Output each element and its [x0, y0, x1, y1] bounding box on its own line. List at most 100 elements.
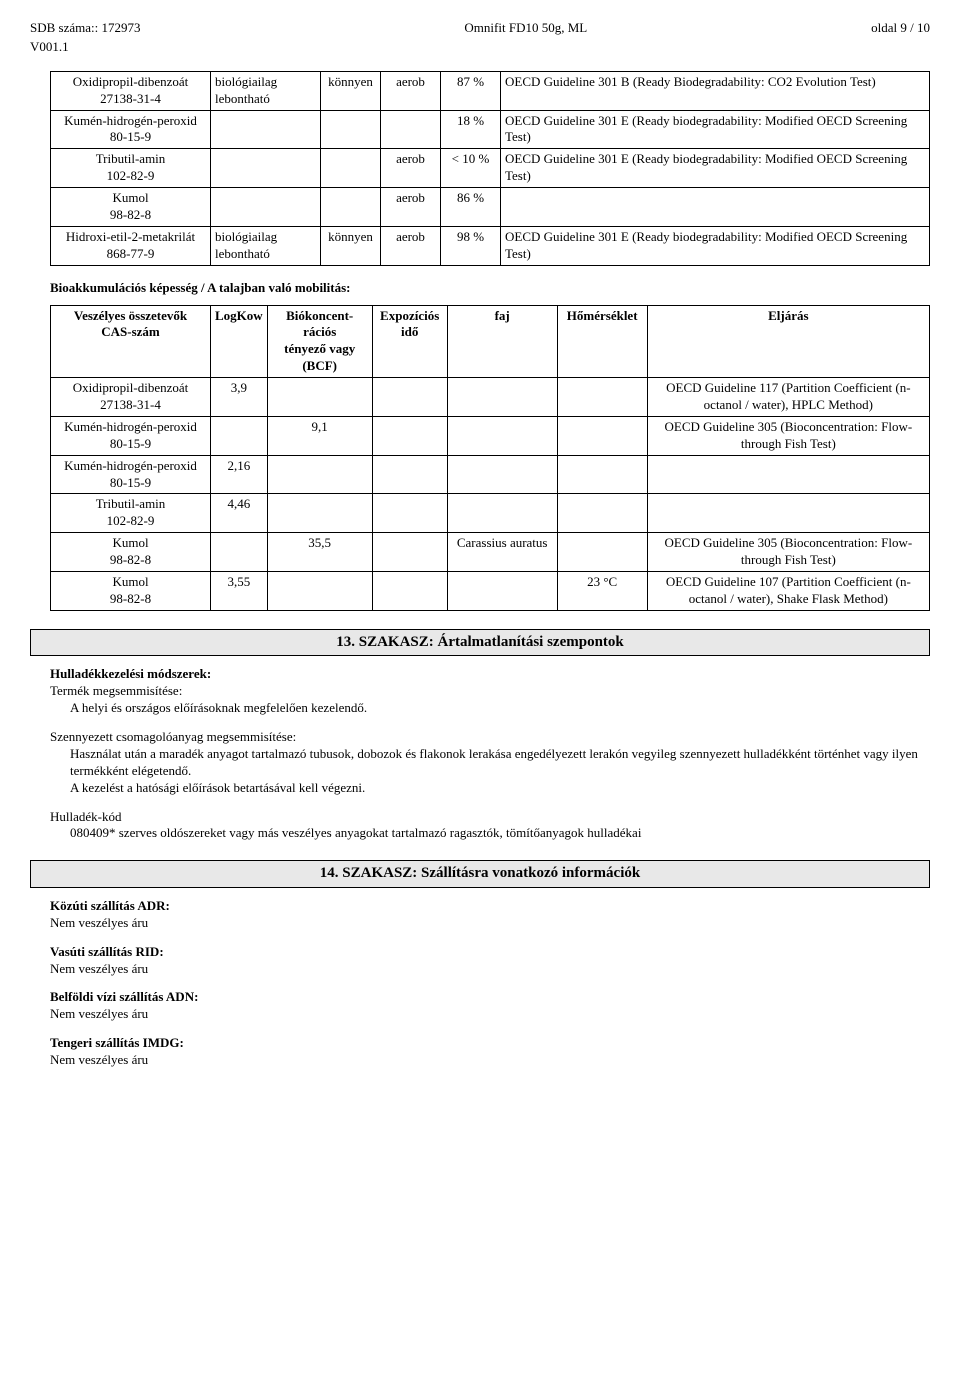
degradation-table: Oxidipropil-dibenzoát 27138-31-4 biológia… [50, 71, 930, 266]
bioaccum-table: Veszélyes összetevőkCAS-szám LogKow Biók… [50, 305, 930, 611]
cell: 102-82-9 [107, 168, 155, 183]
cell: OECD Guideline 117 (Partition Coefficien… [647, 378, 929, 417]
pack-dest-text2: A kezelést a hatósági előírások betartás… [70, 780, 930, 797]
cell: Kumol [112, 190, 148, 205]
col-header: tényező vagy [284, 341, 355, 356]
cell: OECD Guideline 301 E (Ready biodegradabi… [501, 149, 930, 188]
cell: 80-15-9 [110, 436, 151, 451]
cell: aerob [381, 149, 441, 188]
col-header: Eljárás [647, 305, 929, 378]
cell: 27138-31-4 [100, 91, 161, 106]
pack-dest-label: Szennyezett csomagolóanyag megsemmisítés… [50, 729, 930, 746]
cell: 23 °C [557, 572, 647, 611]
imdg-block: Tengeri szállítás IMDG: Nem veszélyes ár… [50, 1035, 930, 1069]
cell: Carassius auratus [447, 533, 557, 572]
waste-code-text: 080409* szerves oldószereket vagy más ve… [70, 825, 930, 842]
cell: OECD Guideline 107 (Partition Coefficien… [647, 572, 929, 611]
cell: Tributil-amin [96, 496, 166, 511]
cell: 4,46 [211, 494, 268, 533]
cell: biológiailag [215, 229, 277, 244]
waste-methods-label: Hulladékkezelési módszerek: [50, 666, 930, 683]
cell: 98-82-8 [110, 207, 151, 222]
table-row: Kumol 98-82-8 35,5 Carassius auratus OECD… [51, 533, 930, 572]
table-row: Oxidipropil-dibenzoát 27138-31-4 biológia… [51, 71, 930, 110]
table-row: Kumén-hidrogén-peroxid80-15-9 18 % OECD … [51, 110, 930, 149]
version: V001.1 [30, 39, 930, 56]
cell: 868-77-9 [107, 246, 155, 261]
section-13-title: 13. SZAKASZ: Ártalmatlanítási szempontok [30, 629, 930, 657]
cell: OECD Guideline 301 B (Ready Biodegradabi… [501, 71, 930, 110]
bioaccum-heading: Bioakkumulációs képesség / A talajban va… [50, 280, 930, 297]
col-header: idő [401, 324, 418, 339]
cell: 2,16 [211, 455, 268, 494]
adn-block: Belföldi vízi szállítás ADN: Nem veszély… [50, 989, 930, 1023]
waste-code-label: Hulladék-kód [50, 809, 930, 826]
table-row: Tributil-amin102-82-9 aerob < 10 % OECD … [51, 149, 930, 188]
page-header: SDB száma:: 172973 Omnifit FD10 50g, ML … [30, 20, 930, 37]
cell: OECD Guideline 305 (Bioconcentration: Fl… [647, 416, 929, 455]
cell: OECD Guideline 301 E (Ready biodegradabi… [501, 110, 930, 149]
cell: 98-82-8 [110, 591, 151, 606]
sdb-number: SDB száma:: 172973 [30, 20, 141, 37]
cell: Hidroxi-etil-2-metakrilát [66, 229, 195, 244]
table-header-row: Veszélyes összetevőkCAS-szám LogKow Biók… [51, 305, 930, 378]
col-header: CAS-szám [101, 324, 160, 339]
col-header: Hőmérséklet [557, 305, 647, 378]
cell: 80-15-9 [110, 129, 151, 144]
rid-text: Nem veszélyes áru [50, 961, 930, 978]
waste-code-block: Hulladék-kód 080409* szerves oldószereke… [50, 809, 930, 843]
waste-methods-block: Hulladékkezelési módszerek: Termék megse… [50, 666, 930, 717]
cell: aerob [381, 71, 441, 110]
cell: 27138-31-4 [100, 397, 161, 412]
cell: 18 % [441, 110, 501, 149]
rid-block: Vasúti szállítás RID: Nem veszélyes áru [50, 944, 930, 978]
cell: Kumén-hidrogén-peroxid [64, 419, 197, 434]
rid-label: Vasúti szállítás RID: [50, 944, 930, 961]
cell: Oxidipropil-dibenzoát [73, 74, 189, 89]
cell: könnyen [321, 226, 381, 265]
cell: Kumén-hidrogén-peroxid [64, 113, 197, 128]
cell: lebontható [215, 91, 270, 106]
cell: 3,55 [211, 572, 268, 611]
cell: Kumol [112, 574, 148, 589]
product-dest-text: A helyi és országos előírásoknak megfele… [70, 700, 930, 717]
col-header: Biókoncent-rációs [286, 308, 353, 340]
table-row: Kumol98-82-8 aerob 86 % [51, 188, 930, 227]
product-dest-label: Termék megsemmisítése: [50, 683, 930, 700]
col-header: LogKow [211, 305, 268, 378]
cell: 98-82-8 [110, 552, 151, 567]
adr-label: Közúti szállítás ADR: [50, 898, 930, 915]
imdg-label: Tengeri szállítás IMDG: [50, 1035, 930, 1052]
cell: OECD Guideline 301 E (Ready biodegradabi… [501, 226, 930, 265]
imdg-text: Nem veszélyes áru [50, 1052, 930, 1069]
pack-dest-text1: Használat után a maradék anyagot tartalm… [70, 746, 930, 780]
table-row: Oxidipropil-dibenzoát27138-31-4 3,9 OECD… [51, 378, 930, 417]
table-row: Kumén-hidrogén-peroxid80-15-9 2,16 [51, 455, 930, 494]
cell: 102-82-9 [107, 513, 155, 528]
cell: aerob [381, 226, 441, 265]
cell: könnyen [321, 71, 381, 110]
col-header: (BCF) [302, 358, 337, 373]
cell: 35,5 [267, 533, 372, 572]
cell: lebontható [215, 246, 270, 261]
col-header: Veszélyes összetevők [74, 308, 187, 323]
adn-text: Nem veszélyes áru [50, 1006, 930, 1023]
adr-text: Nem veszélyes áru [50, 915, 930, 932]
cell: 98 % [441, 226, 501, 265]
cell: Kumol [112, 535, 148, 550]
cell: 9,1 [267, 416, 372, 455]
cell: biológiailag [215, 74, 277, 89]
table-row: Tributil-amin 102-82-9 4,46 [51, 494, 930, 533]
cell: OECD Guideline 305 (Bioconcentration: Fl… [647, 533, 929, 572]
product-name: Omnifit FD10 50g, ML [464, 20, 587, 37]
cell: < 10 % [441, 149, 501, 188]
adr-block: Közúti szállítás ADR: Nem veszélyes áru [50, 898, 930, 932]
section-14-title: 14. SZAKASZ: Szállításra vonatkozó infor… [30, 860, 930, 888]
adn-label: Belföldi vízi szállítás ADN: [50, 989, 930, 1006]
cell: 87 % [441, 71, 501, 110]
col-header: Expozíciós [380, 308, 439, 323]
cell: 80-15-9 [110, 475, 151, 490]
cell: Oxidipropil-dibenzoát [73, 380, 189, 395]
pack-dest-block: Szennyezett csomagolóanyag megsemmisítés… [50, 729, 930, 797]
table-row: Kumol 98-82-8 3,55 23 °C OECD Guideline 1… [51, 572, 930, 611]
